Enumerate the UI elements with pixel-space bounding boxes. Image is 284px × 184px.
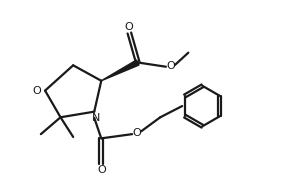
Text: O: O xyxy=(166,61,175,71)
Text: O: O xyxy=(97,165,106,175)
Text: O: O xyxy=(33,86,41,96)
Text: N: N xyxy=(91,113,100,123)
Polygon shape xyxy=(101,60,139,81)
Text: O: O xyxy=(133,128,142,138)
Text: O: O xyxy=(124,22,133,32)
